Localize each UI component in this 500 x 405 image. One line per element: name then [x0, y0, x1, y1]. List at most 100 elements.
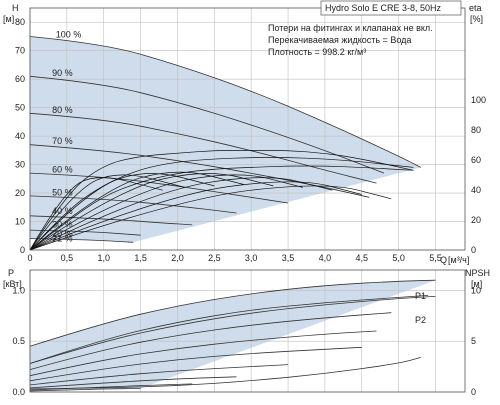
- bottom-left-axis-unit: [кВт]: [3, 279, 22, 289]
- top-plot-frame: [29, 7, 466, 251]
- top-left-tick-label: 80: [15, 17, 25, 27]
- speed-label: 100 %: [56, 29, 82, 39]
- note-line-2: Перекачиваемая жидкость = Вода: [268, 35, 411, 45]
- efficiency-fan-curve-5: [29, 173, 274, 251]
- speed-label: 60 %: [52, 165, 73, 175]
- head-curve-6: [29, 195, 237, 214]
- top-shaded-operating-region: [30, 36, 421, 243]
- bottom-right-axis-label: NPSH: [465, 268, 490, 278]
- speed-label: 80 %: [52, 105, 73, 115]
- head-curve-1: [29, 36, 421, 168]
- note-line-3: Плотность = 998.2 кг/м³: [268, 47, 366, 57]
- power-speed-curve-8: [29, 388, 141, 392]
- top-right-axis-label: eta: [469, 3, 482, 13]
- efficiency-curve-2: [29, 157, 414, 251]
- power-speed-curve-4: [29, 346, 362, 382]
- top-axes: 0 0,5 1,0 1,5 2,0 2,5 3,0 3,5 4,0 4,5 5,0 5,5 0 10 20 3…: [15, 7, 486, 263]
- head-curve-3: [29, 112, 377, 184]
- head-curve-5: [29, 172, 289, 204]
- note-line-1: Потери на фитингах и клапанах не вкл.: [268, 23, 433, 33]
- bottom-plot-frame: [29, 269, 466, 393]
- bottom-shaded-power-region: [30, 280, 436, 391]
- bottom-npsh-curve: [29, 357, 421, 390]
- bottom-right-axis-unit: [м]: [471, 279, 482, 289]
- efficiency-fan-curve-3: [29, 173, 215, 251]
- top-left-tick-label: 50: [15, 103, 25, 113]
- head-curve-9: [29, 238, 134, 243]
- efficiency-fan-curve-1: [29, 177, 163, 251]
- x-axis-unit: [м³/ч]: [448, 255, 469, 265]
- speed-labels: 100 % 90 % 80 % 70 % 60 % 50 % 40 % 30 %20 %21 …: [52, 29, 81, 243]
- chart-title: Hydro Solo E CRE 3-8, 50Hz: [325, 3, 442, 13]
- speed-label: 50 %: [52, 187, 73, 197]
- x-tick-label: 0: [27, 253, 32, 263]
- x-tick-label: 3,5: [282, 253, 295, 263]
- top-left-axis-label: H: [12, 3, 19, 13]
- top-right-tick-label: 20: [471, 215, 481, 225]
- top-left-tick-label: 20: [15, 188, 25, 198]
- power-speed-curve-5: [29, 364, 289, 386]
- x-axis-label: Q: [440, 255, 447, 265]
- top-left-tick-label: 30: [15, 160, 25, 170]
- top-left-tick-label: 70: [15, 46, 25, 56]
- x-tick-label: 3,0: [245, 253, 258, 263]
- bottom-left-axis-label: P: [8, 268, 14, 278]
- bottom-left-tick-label: 0.0: [12, 387, 25, 397]
- bottom-axes: 0.0 0.5 1.0 0 5 10: [12, 269, 481, 397]
- efficiency-fan-curve-7: [29, 177, 333, 251]
- efficiency-curve-3: [29, 165, 414, 251]
- efficiency-curve-1: [29, 150, 414, 251]
- top-left-tick-label: 10: [15, 217, 25, 227]
- x-tick-label: 5,0: [392, 253, 405, 263]
- speed-label: 40 %: [52, 206, 73, 216]
- top-left-tick-label: 40: [15, 131, 25, 141]
- power-speed-curve-3: [29, 330, 377, 377]
- efficiency-fan-curve-8: [29, 181, 362, 251]
- top-left-tick-label: 0: [20, 245, 25, 255]
- head-operating-area: [30, 36, 421, 243]
- x-tick-label: 2,0: [171, 253, 184, 263]
- speed-label: 70 %: [52, 136, 73, 146]
- top-right-tick-label: 0: [471, 245, 476, 255]
- x-tick-label: 1,5: [134, 253, 147, 263]
- efficiency-fan-curve-6: [29, 174, 303, 251]
- head-curve-2: [29, 75, 385, 174]
- bottom-right-tick-label: 10: [471, 285, 481, 295]
- head-curve-7: [29, 215, 193, 226]
- x-tick-label: 2,5: [208, 253, 221, 263]
- top-right-tick-label: 80: [471, 125, 481, 135]
- efficiency-fan-curve-4: [29, 171, 244, 251]
- bottom-right-tick-label: 5: [471, 336, 476, 346]
- top-right-axis-unit: [%]: [470, 14, 483, 24]
- bottom-right-tick-label: 0: [471, 387, 476, 397]
- top-efficiency-curves: [29, 150, 414, 251]
- speed-label: 30 %: [52, 220, 73, 230]
- top-left-tick-label: 60: [15, 74, 25, 84]
- top-left-axis-unit: [м]: [3, 14, 14, 24]
- p1-label: P1: [415, 291, 426, 301]
- power-speed-curve-2: [29, 312, 392, 370]
- x-tick-label: 0,5: [61, 253, 74, 263]
- speed-label: 20 %: [52, 229, 73, 239]
- efficiency-fan-curve-2: [29, 174, 185, 251]
- speed-label: 90 %: [52, 68, 73, 78]
- power-curve-p1: [29, 279, 436, 347]
- power-speed-curve-1: [29, 295, 429, 364]
- efficiency-fan-curve-9: [29, 185, 392, 251]
- top-right-tick-label: 40: [471, 185, 481, 195]
- bottom-left-tick-label: 1.0: [12, 285, 25, 295]
- top-right-tick-label: 100: [471, 95, 486, 105]
- title-box: [320, 0, 462, 16]
- p2-label: P2: [415, 315, 426, 325]
- x-tick-label: 1,0: [97, 253, 110, 263]
- power-curve-p2: [29, 296, 436, 364]
- x-tick-label: 4,5: [356, 253, 369, 263]
- bottom-left-tick-label: 0.5: [12, 336, 25, 346]
- npsh-curve: [29, 357, 421, 390]
- power-operating-area: [30, 280, 436, 391]
- top-right-tick-label: 60: [471, 155, 481, 165]
- x-tick-label: 4,0: [319, 253, 332, 263]
- speed-label: 21 %: [52, 234, 73, 244]
